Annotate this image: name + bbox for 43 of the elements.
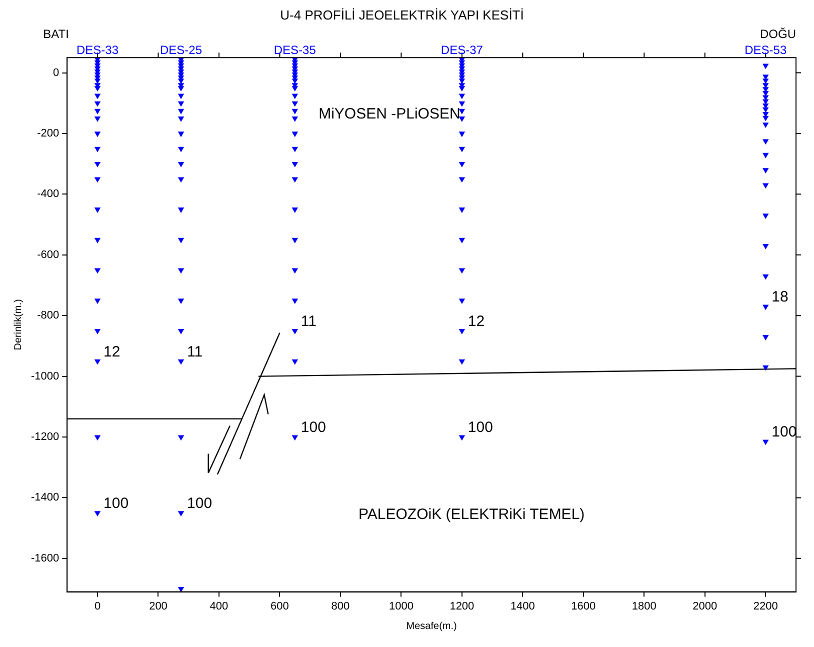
x-tick-label: 1400 [510, 600, 535, 612]
x-tick-label: 200 [149, 600, 168, 612]
annotation: 12 [104, 343, 120, 360]
chart-title: U-4 PROFİLİ JEOELEKTRİK YAPI KESİTİ [280, 7, 524, 22]
x-axis-title: Mesafe(m.) [406, 620, 457, 632]
x-tick-label: 1000 [388, 600, 414, 612]
x-tick-label: 2000 [692, 600, 718, 612]
y-tick-label: -1600 [30, 552, 60, 564]
y-tick-label: -1000 [30, 370, 60, 382]
annotation: MiYOSEN -PLiOSEN [318, 105, 460, 122]
x-tick-label: 400 [210, 600, 228, 612]
x-tick-label: 800 [331, 600, 350, 612]
annotation: 100 [104, 495, 129, 512]
y-tick-label: -200 [37, 128, 60, 140]
y-tick-label: 0 [53, 66, 60, 79]
text: DOĞU [760, 26, 796, 41]
annotation: 100 [468, 419, 493, 436]
text: BATI [43, 26, 69, 41]
y-tick-label: -1400 [30, 492, 60, 504]
y-tick-label: -400 [37, 188, 60, 200]
annotation: 100 [772, 424, 797, 441]
annotation: PALEOZOiK (ELEKTRiKi TEMEL) [358, 506, 585, 523]
series-label: DES-37 [440, 42, 484, 57]
annotation: 11 [300, 312, 316, 330]
x-tick-label: 1600 [571, 600, 596, 612]
annotation: 12 [468, 312, 485, 330]
annotation: 18 [772, 288, 788, 306]
series-label: DES-25 [160, 42, 202, 57]
x-tick-label: 0 [94, 600, 101, 612]
y-tick-label: -600 [37, 248, 60, 261]
x-tick-label: 1800 [632, 600, 656, 612]
x-tick-label: 600 [270, 600, 289, 612]
y-tick-label: -800 [37, 310, 60, 322]
annotation: 11 [187, 343, 203, 360]
x-tick-label: 1200 [450, 600, 474, 612]
series-label: DES-53 [744, 42, 787, 57]
series-label: DES-33 [76, 42, 119, 57]
x-tick-label: 2200 [753, 600, 778, 612]
annotation: 100 [187, 495, 212, 512]
y-tick-label: -1200 [30, 431, 60, 444]
series-label: DES-35 [274, 42, 316, 57]
annotation: 100 [300, 419, 326, 436]
y-axis-title: Derinlik(m.) [12, 299, 24, 350]
